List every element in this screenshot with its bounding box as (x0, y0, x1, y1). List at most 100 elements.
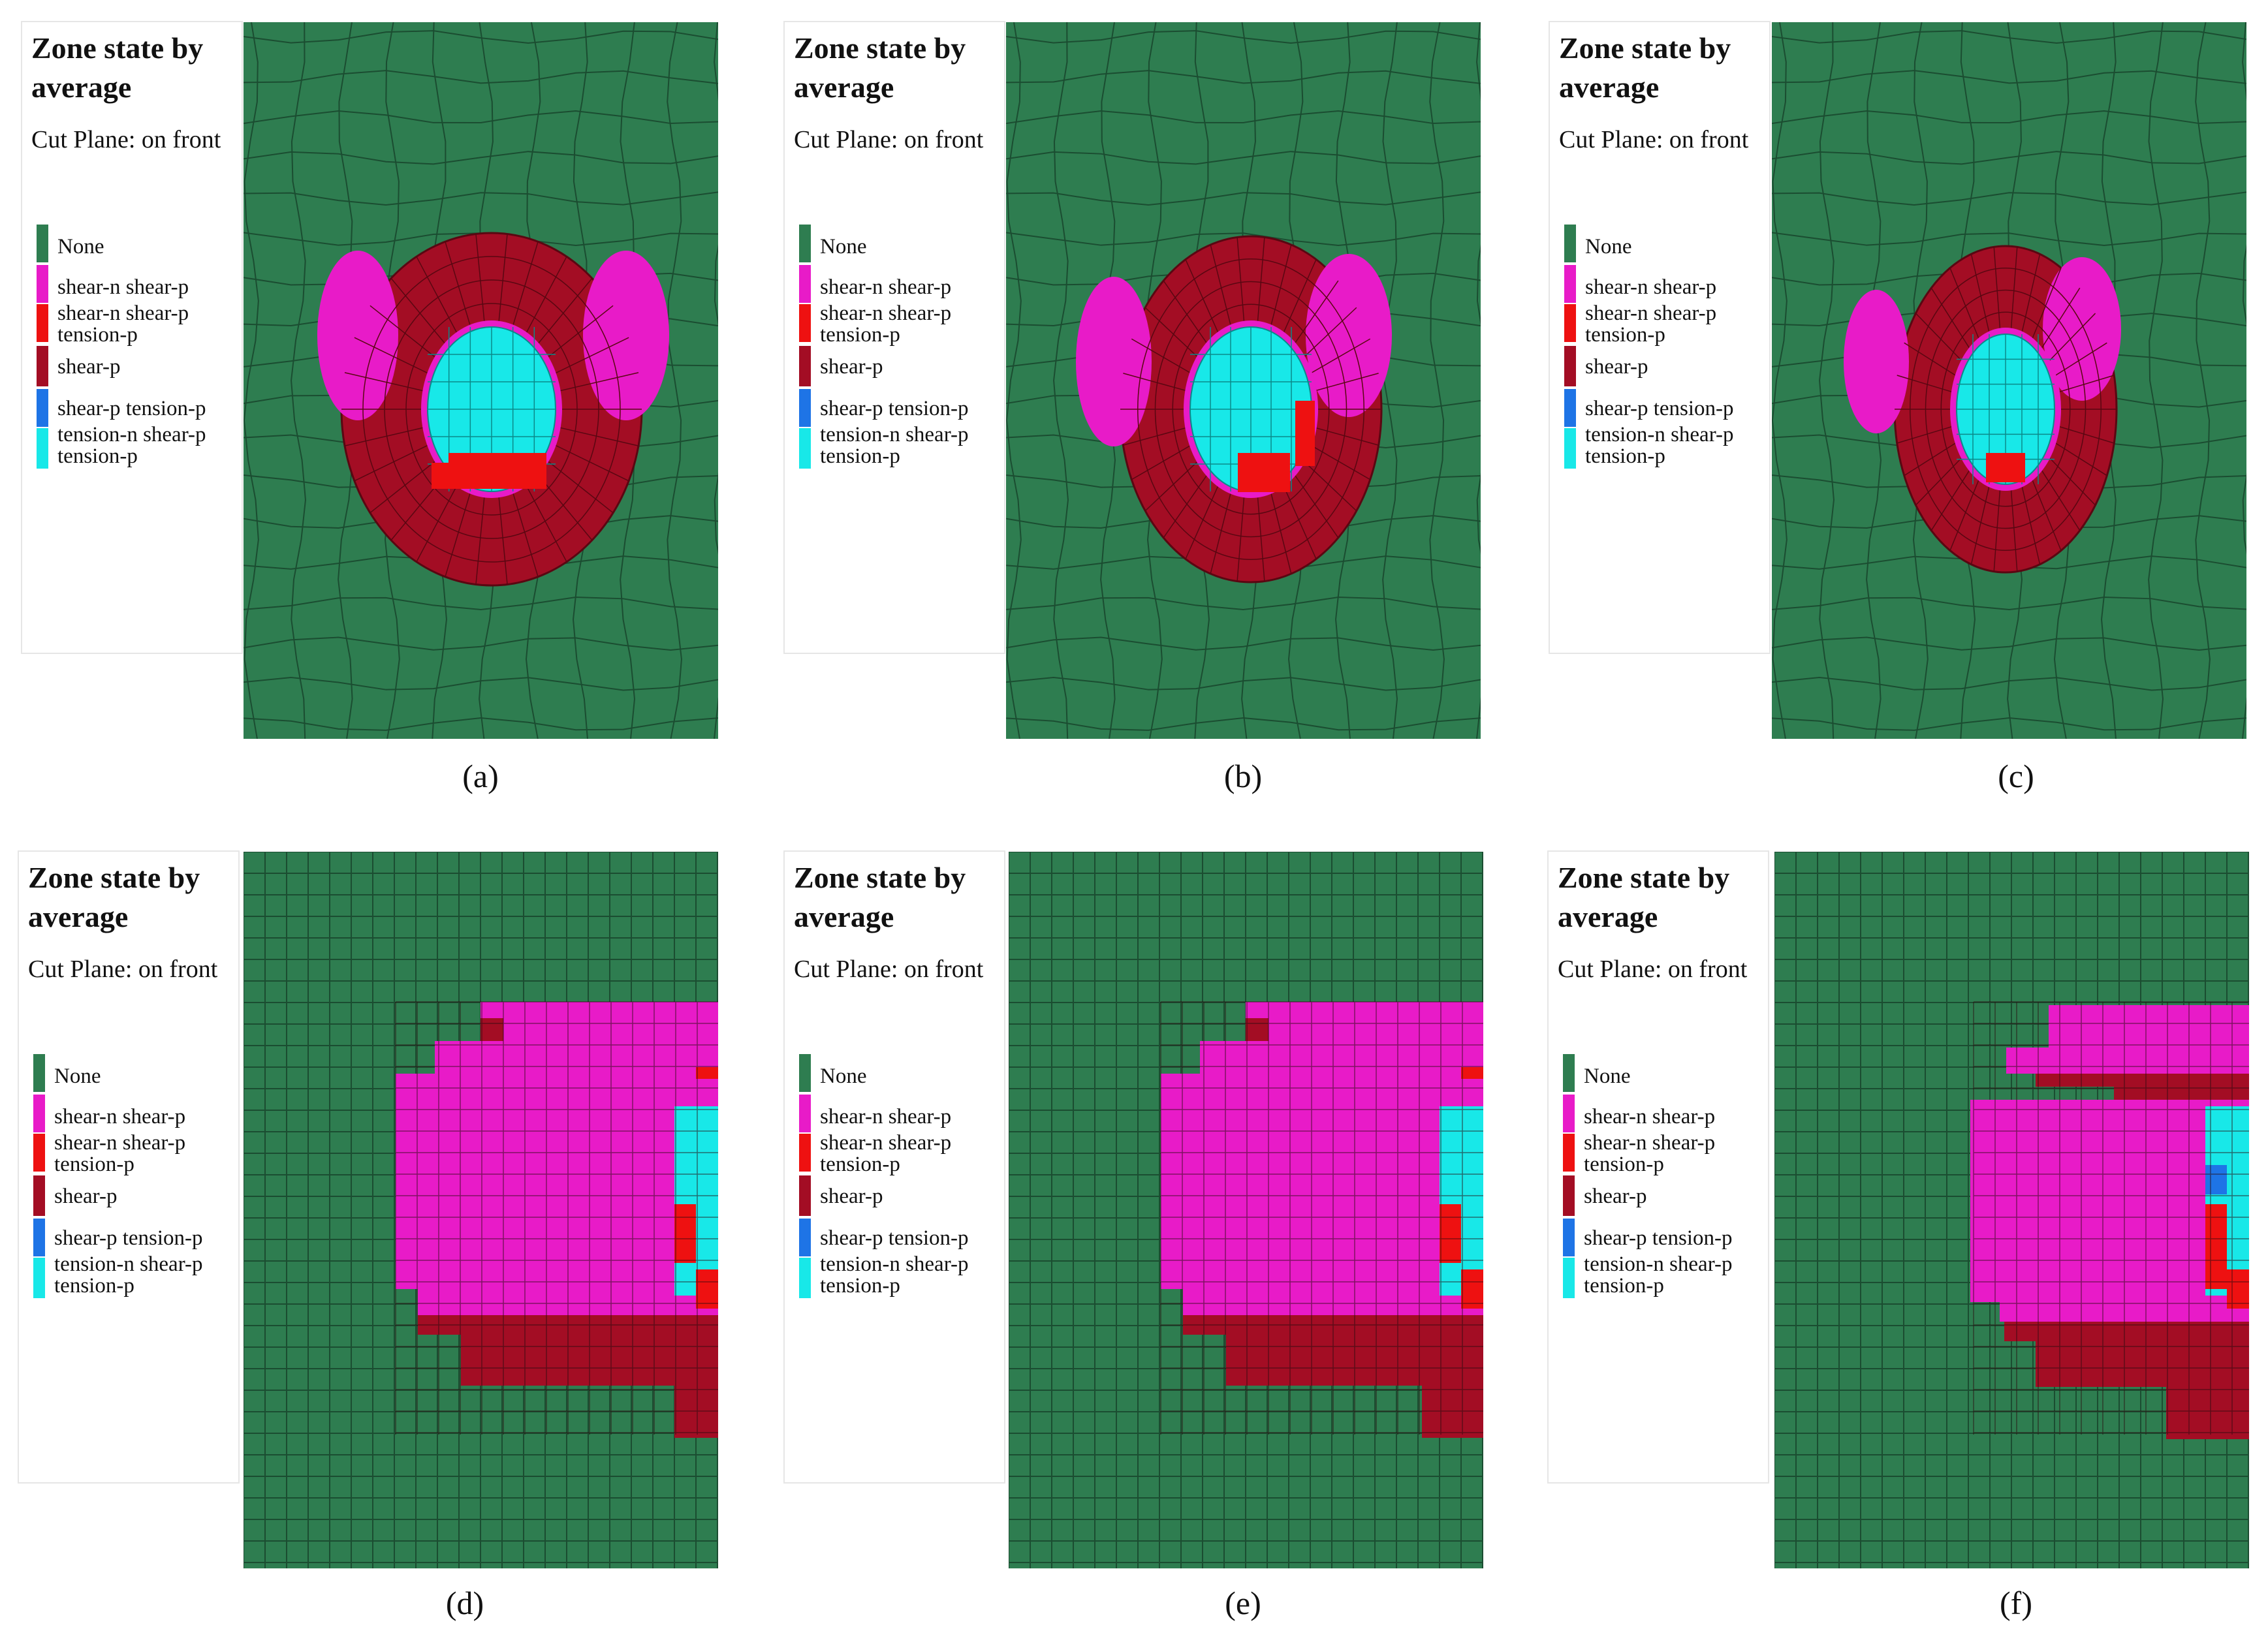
legend-label: shear-p (820, 1185, 883, 1208)
tension-shear-zone (674, 1204, 696, 1263)
legend-swatch (33, 1054, 45, 1092)
zone-plot (244, 22, 718, 739)
legend-swatch (799, 265, 811, 303)
zone-state-svg (244, 22, 718, 739)
legend-label: shear-p tension-p (820, 1226, 969, 1250)
legend-title: Zone state by average (1558, 861, 1730, 933)
legend-title: Zone state by average (794, 861, 966, 933)
shear-zone (583, 251, 669, 420)
tension-shear-zone (2205, 1204, 2227, 1289)
legend-label: shear-p (1585, 355, 1648, 379)
legend: Zone state by average Cut Plane: on fron… (18, 850, 240, 1484)
shear-zone (1161, 1074, 1483, 1289)
legend-label: shear-n shear-p (1585, 275, 1717, 299)
legend-label: tension-n shear-p tension-p (57, 423, 206, 468)
legend-swatch (37, 428, 48, 469)
legend-label: shear-p tension-p (1584, 1226, 1733, 1250)
cut-plane-label: Cut Plane: on front (1559, 126, 1749, 153)
zone-mesh (1160, 1001, 1483, 1435)
legend-label: shear-n shear-p tension-p (54, 1131, 186, 1176)
legend-swatch (37, 346, 48, 386)
legend-label: shear-n shear-p tension-p (820, 302, 952, 347)
legend-label: shear-p tension-p (57, 397, 206, 420)
tension-shear-zone (696, 1067, 718, 1079)
cut-plane-label: Cut Plane: on front (1558, 956, 1748, 983)
zone-plot (1772, 22, 2246, 739)
tension-shear-zone (1461, 1269, 1483, 1309)
legend-label: shear-n shear-p tension-p (57, 302, 189, 347)
legend-swatch (1564, 225, 1576, 262)
legend-label: shear-n shear-p (1584, 1105, 1716, 1128)
legend: Zone state by average Cut Plane: on fron… (1547, 850, 1769, 1484)
cut-plane-label: Cut Plane: on front (794, 956, 984, 983)
legend-swatch (799, 1175, 811, 1216)
legend-label: shear-n shear-p (820, 1105, 952, 1128)
legend-label: shear-n shear-p tension-p (820, 1131, 952, 1176)
plastic-zone (674, 1386, 718, 1438)
legend-label: shear-p (57, 355, 121, 379)
legend-label: None (54, 1065, 101, 1088)
legend-swatch (799, 1134, 811, 1172)
legend-label: shear-p tension-p (820, 397, 969, 420)
legend-label: shear-n shear-p (57, 275, 189, 299)
legend-label: shear-n shear-p (54, 1105, 186, 1128)
legend-swatch (1563, 1175, 1575, 1216)
tension-shear-zone (449, 453, 546, 489)
shear-zone (480, 1002, 718, 1018)
legend-label: None (820, 235, 867, 258)
legend-title: Zone state by average (1559, 31, 1731, 104)
radial-mesh (1120, 237, 1381, 582)
legend: Zone state by average Cut Plane: on fron… (783, 850, 1005, 1484)
legend-label: shear-n shear-p tension-p (1585, 302, 1717, 347)
legend-label: tension-n shear-p tension-p (820, 1252, 969, 1298)
zone-state-svg (1774, 852, 2249, 1568)
shear-zone (1246, 1002, 1483, 1018)
legend-swatch (33, 1219, 45, 1256)
cut-plane-label: Cut Plane: on front (31, 126, 221, 153)
legend-title: Zone state by average (794, 31, 966, 104)
legend-swatch (33, 1175, 45, 1216)
zone-plot (1774, 852, 2249, 1568)
legend-swatch (799, 1054, 811, 1092)
legend-label: tension-n shear-p tension-p (1584, 1252, 1733, 1298)
zone-plot (1009, 852, 1483, 1568)
legend-swatch (1563, 1054, 1575, 1092)
zone-plot (244, 852, 718, 1568)
tension-shear-zone (696, 1269, 718, 1309)
legend-label: shear-p tension-p (1585, 397, 1734, 420)
legend-swatch (37, 225, 48, 262)
panel-caption: (a) (462, 758, 499, 794)
legend: Zone state by average Cut Plane: on fron… (783, 21, 1005, 654)
legend-swatch (799, 389, 811, 427)
panel-caption: (f) (2000, 1585, 2032, 1621)
zone-state-svg (244, 852, 718, 1568)
legend-title: Zone state by average (31, 31, 204, 104)
tension-shear-zone (1295, 401, 1315, 466)
legend-label: tension-n shear-p tension-p (820, 423, 969, 468)
shear-tension-zone (2205, 1165, 2227, 1194)
zone-mesh (1973, 1001, 2249, 1435)
tension-shear-zone (1440, 1204, 1461, 1263)
shear-zone (1844, 290, 1909, 433)
tension-zone (1440, 1106, 1483, 1296)
legend-label: shear-p (1584, 1185, 1647, 1208)
legend-label: None (1584, 1065, 1631, 1088)
legend-swatch (33, 1258, 45, 1298)
shear-zone (396, 1074, 718, 1289)
legend-label: shear-p (820, 355, 883, 379)
panel-caption: (c) (1998, 758, 2034, 794)
legend-swatch (37, 304, 48, 342)
tension-shear-zone (2227, 1269, 2249, 1309)
legend-swatch (1564, 428, 1576, 469)
zone-plot (1006, 22, 1481, 739)
tension-shear-zone (1461, 1067, 1483, 1079)
shear-zone (317, 251, 398, 420)
legend-label: shear-p (54, 1185, 118, 1208)
zone-state-svg (1772, 22, 2246, 739)
radial-mesh (1895, 247, 2117, 572)
legend-swatch (33, 1095, 45, 1132)
legend-swatch (1564, 389, 1576, 427)
legend-label: None (820, 1065, 867, 1088)
legend-swatch (799, 304, 811, 342)
legend-swatch (1563, 1219, 1575, 1256)
